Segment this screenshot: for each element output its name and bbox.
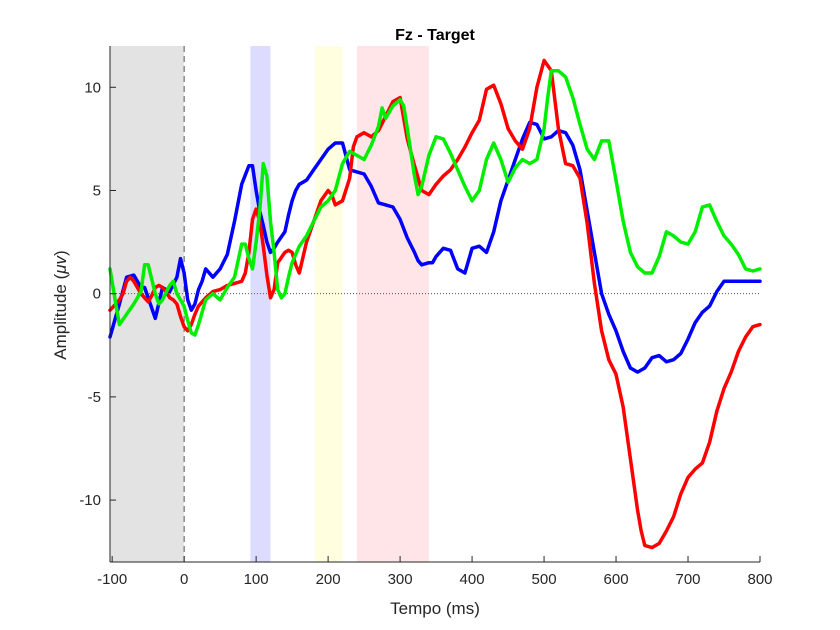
y-axis-title: Amplitude (μv): [51, 250, 70, 359]
x-axis-title: Tempo (ms): [390, 599, 480, 618]
axes-frame: [109, 46, 760, 563]
y-axis-title-close: ): [51, 250, 70, 256]
x-tick-label: 500: [532, 571, 557, 588]
shaded-region-0: [110, 46, 185, 562]
x-tick-label: 0: [180, 571, 188, 588]
y-tick-label: -5: [88, 389, 101, 406]
y-axis-ticks: -10 -5 0 5 10: [79, 79, 116, 509]
shaded-region-3: [356, 46, 429, 562]
reference-lines: [110, 46, 760, 562]
chart-title: Fz - Target: [395, 27, 475, 44]
series-line-1: [108, 58, 762, 550]
y-tick-label: 10: [84, 79, 101, 96]
shaded-region-1: [250, 46, 271, 562]
x-tick-label: 400: [460, 571, 485, 588]
x-tick-label: 700: [676, 571, 701, 588]
y-axis-title-unit: μv: [51, 254, 70, 274]
x-tick-label: 600: [604, 571, 629, 588]
x-tick-label: 300: [388, 571, 413, 588]
y-axis-title-text: Amplitude (: [51, 273, 70, 359]
shaded-region-2: [315, 46, 343, 562]
x-axis-ticks: -100 0 100 200 300 400 500 600 700 800: [97, 556, 773, 588]
y-tick-label: 5: [93, 182, 101, 199]
y-tick-label: 0: [93, 286, 101, 303]
x-tick-label: 800: [747, 571, 772, 588]
shaded-regions: [110, 46, 429, 562]
x-tick-label: 200: [316, 571, 341, 588]
series-line-0: [108, 120, 762, 374]
series-line-2: [108, 69, 762, 337]
series-lines: [108, 58, 762, 550]
x-tick-label: -100: [97, 571, 127, 588]
x-tick-label: 100: [244, 571, 269, 588]
y-tick-label: -10: [79, 492, 101, 509]
